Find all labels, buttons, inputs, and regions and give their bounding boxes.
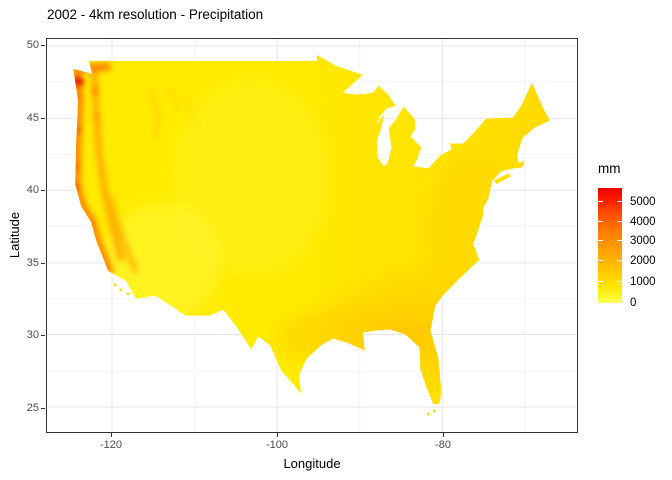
plot-title: 2002 - 4km resolution - Precipitation [47,7,264,22]
legend-tick [617,260,622,261]
legend-tick [598,240,603,241]
x-axis-tick [443,433,444,437]
legend-label: 1000 [630,276,656,288]
y-tick-label: 35 [26,257,39,269]
legend-tick [598,260,603,261]
x-axis-title: Longitude [283,456,341,471]
x-axis-tick [277,433,278,437]
x-axis-tick [111,433,112,437]
y-tick-label: 45 [26,112,39,124]
legend-label: 0 [630,297,637,309]
legend-tick [598,281,603,282]
y-axis-title: Latitude [7,211,22,259]
legend-label: 5000 [630,196,656,208]
legend-label: 3000 [630,235,656,247]
y-axis-tick [41,190,45,191]
legend-label: 4000 [630,216,656,228]
y-axis-tick [41,408,45,409]
y-tick-label: 40 [26,184,39,196]
legend-tick [617,240,622,241]
legend-tick [617,201,622,202]
legend-title: mm [598,161,621,176]
y-axis-tick [41,45,45,46]
y-tick-label: 50 [26,39,39,51]
legend-tick [617,221,622,222]
y-tick-label: 25 [26,402,39,414]
legend-tick [598,221,603,222]
x-tick-label: -120 [99,439,123,451]
y-tick-label: 30 [26,329,39,341]
us-precipitation-map [47,39,577,432]
legend-label: 2000 [630,255,656,267]
x-tick-label: -100 [265,439,289,451]
plot-panel [46,38,578,433]
y-axis-tick [41,263,45,264]
x-tick-label: -80 [435,439,451,451]
y-axis-tick [41,118,45,119]
raster-noise [73,54,550,405]
legend-colorbar [598,188,622,303]
islands [113,173,511,416]
long-island [494,173,511,185]
y-axis-tick [41,335,45,336]
legend-tick [617,281,622,282]
legend-tick [598,201,603,202]
